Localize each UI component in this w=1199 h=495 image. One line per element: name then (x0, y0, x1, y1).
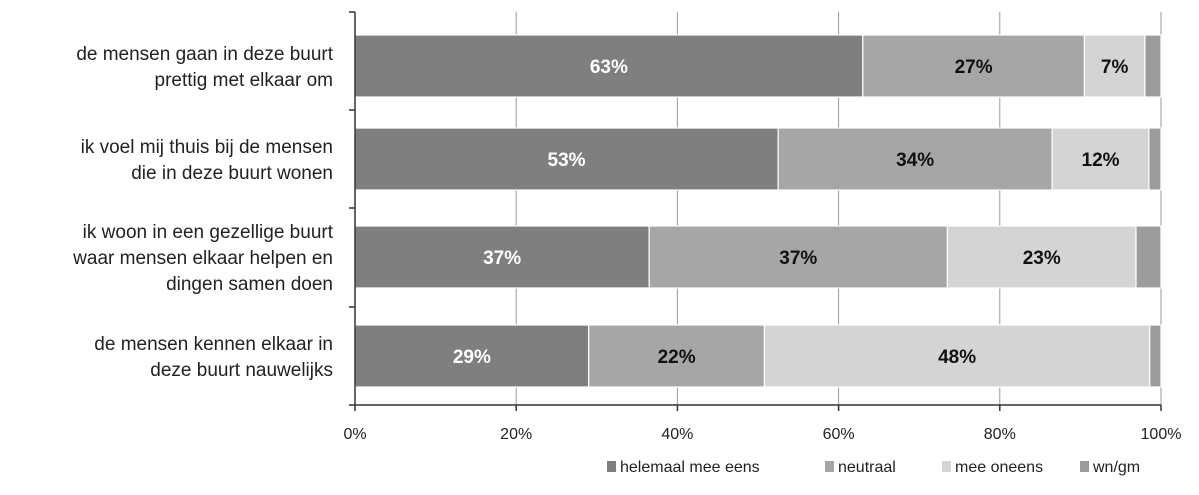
category-label-line: de mensen kennen elkaar in (94, 334, 333, 355)
bar-segment (777, 127, 1053, 191)
bar-segment (1149, 324, 1162, 388)
category-label-line: dingen samen doen (166, 274, 333, 295)
bar-segment (354, 34, 864, 98)
bar-segment (1051, 127, 1150, 191)
data-label: 12% (1082, 150, 1120, 171)
bar-segment (1083, 34, 1146, 98)
data-label: 34% (896, 150, 934, 171)
data-label: 37% (483, 248, 521, 269)
category-label: ik woon in een gezellige buurt waar mense… (72, 222, 334, 295)
data-label: 63% (590, 57, 628, 78)
x-tick-label: 40% (661, 426, 693, 443)
bar-segment (354, 127, 779, 191)
bars: 63% 27% 7% 53% 34% 12% 37% 37% 23% 29% 22% 48% (354, 34, 1162, 388)
axes: 0% 20% 40% 60% 80% 100% (343, 11, 1182, 443)
legend-label: mee oneens (955, 459, 1043, 476)
legend-label: helemaal mee eens (620, 459, 760, 476)
data-label: 23% (1023, 248, 1061, 269)
category-label-line: ik woon in een gezellige buurt (83, 222, 334, 243)
bar-segment (588, 324, 766, 388)
bar-segment (1135, 225, 1162, 289)
legend-swatch (942, 461, 951, 472)
legend: helemaal mee eens neutraal mee oneens wn/gm (607, 459, 1140, 476)
data-label: 27% (955, 57, 993, 78)
category-labels: de mensen gaan in deze buurt prettig met … (72, 44, 334, 381)
x-tick-label: 60% (823, 426, 855, 443)
legend-swatch (1080, 461, 1089, 472)
bar-segment (946, 225, 1137, 289)
category-label: ik voel mij thuis bij de mensen die in de… (81, 137, 333, 184)
data-label: 7% (1101, 57, 1129, 78)
legend-swatch (607, 461, 616, 472)
category-label-line: deze buurt nauwelijks (150, 360, 333, 381)
data-label: 22% (658, 347, 696, 368)
category-label-line: waar mensen elkaar helpen en (72, 248, 333, 269)
legend-label: wn/gm (1092, 459, 1140, 476)
category-label-line: die in deze buurt wonen (131, 163, 333, 184)
category-label-line: prettig met elkaar om (155, 70, 333, 91)
data-label: 48% (938, 347, 976, 368)
x-tick-label: 80% (984, 426, 1016, 443)
bar-segment (354, 324, 590, 388)
category-label: de mensen kennen elkaar in deze buurt nau… (94, 334, 333, 381)
category-label: de mensen gaan in deze buurt prettig met … (76, 44, 333, 91)
bar-segment (354, 225, 650, 289)
data-label: 29% (453, 347, 491, 368)
bar-segment (1148, 127, 1162, 191)
legend-label: neutraal (838, 459, 896, 476)
legend-swatch (825, 461, 834, 472)
x-tick-label: 100% (1141, 426, 1182, 443)
data-label: 37% (779, 248, 817, 269)
category-label-line: ik voel mij thuis bij de mensen (81, 137, 333, 158)
x-tick-label: 0% (343, 426, 366, 443)
bar-segment (1144, 34, 1162, 98)
bar-segment (862, 34, 1086, 98)
x-tick-label: 20% (500, 426, 532, 443)
data-label: 53% (548, 150, 586, 171)
category-label-line: de mensen gaan in deze buurt (76, 44, 333, 65)
